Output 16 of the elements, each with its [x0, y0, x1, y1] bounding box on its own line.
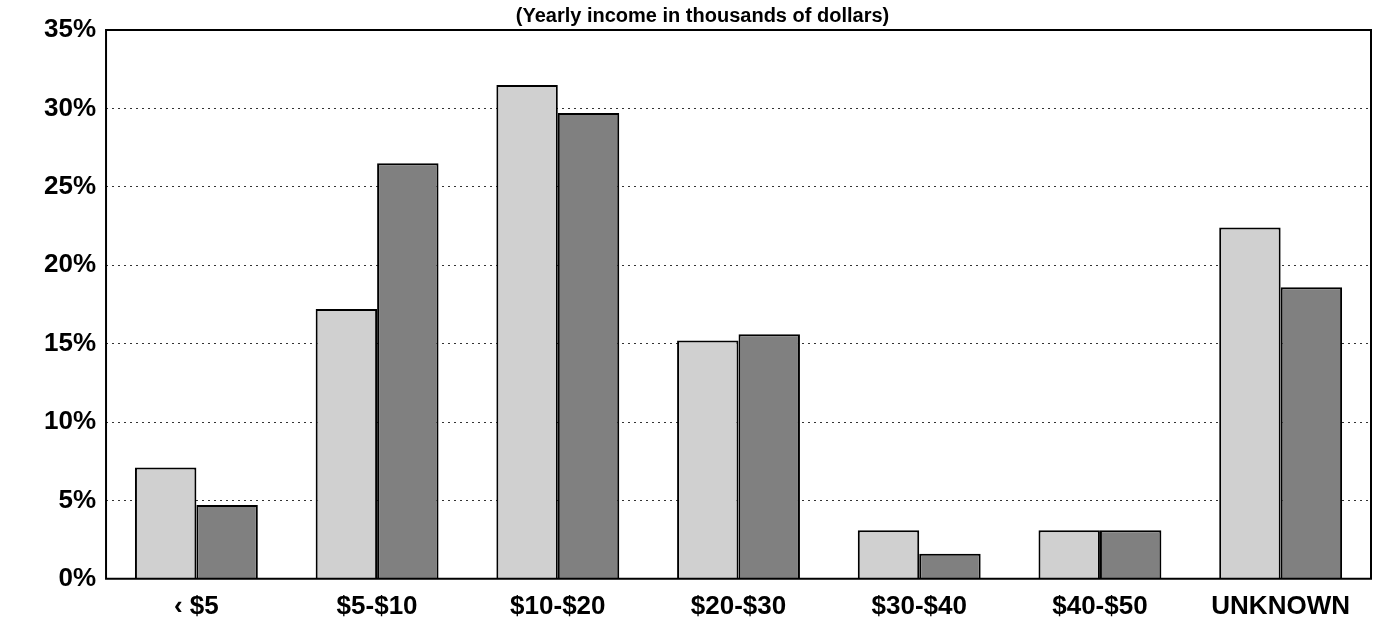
- y-tick-label: 15%: [43, 326, 97, 357]
- x-tick-label: $40-$50: [1052, 589, 1148, 620]
- y-tick-label: 25%: [43, 169, 97, 200]
- y-tick-label: 0%: [58, 561, 97, 592]
- y-tick-label: 35%: [43, 13, 97, 44]
- y-tick-label: 10%: [43, 405, 97, 436]
- x-tick-label: ‹ $5: [173, 589, 219, 620]
- x-tick-label: $5-$10: [336, 589, 418, 620]
- y-tick-label: 5%: [58, 483, 97, 514]
- y-tick-label: 30%: [43, 91, 97, 122]
- x-tick-label: UNKNOWN: [1211, 589, 1350, 620]
- x-tick-label: $30-$40: [871, 589, 967, 620]
- y-tick-label: 20%: [43, 248, 97, 279]
- chart-title: (Yearly income in thousands of dollars): [515, 3, 890, 26]
- x-tick-label: $10-$20: [510, 589, 606, 620]
- x-tick-label: $20-$30: [690, 589, 787, 620]
